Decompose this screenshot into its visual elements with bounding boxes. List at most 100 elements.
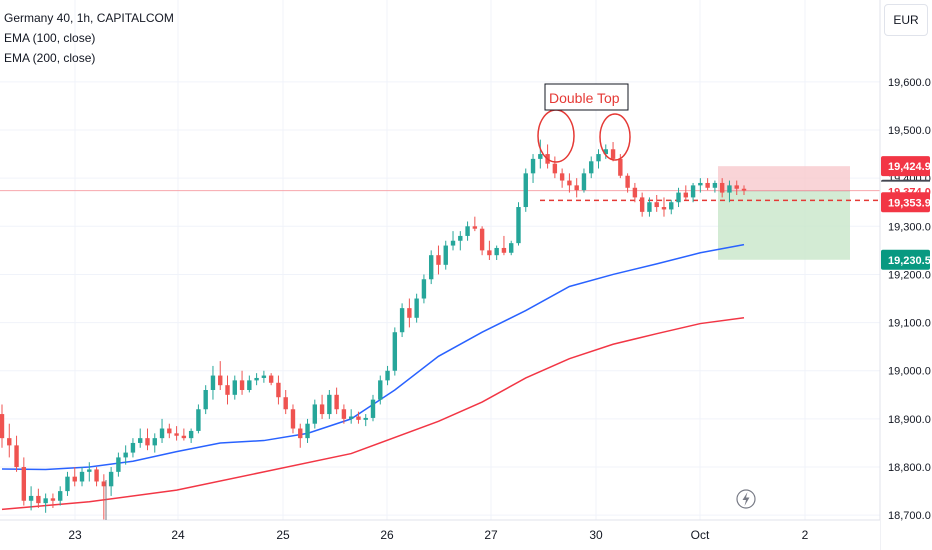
- candle-body: [79, 471, 85, 482]
- candle: [421, 274, 427, 304]
- lightning-icon[interactable]: [736, 489, 756, 509]
- candle: [581, 168, 587, 193]
- candle-body: [0, 414, 5, 439]
- currency-button[interactable]: EUR: [884, 4, 928, 36]
- candle: [603, 144, 608, 159]
- candle: [290, 404, 296, 434]
- candle: [596, 149, 601, 169]
- candle: [57, 486, 63, 506]
- candle: [203, 385, 208, 415]
- candle-body: [741, 188, 747, 191]
- candle: [14, 435, 19, 472]
- symbol-title[interactable]: Germany 40, 1h, CAPITALCOM: [4, 11, 174, 25]
- candle-body: [589, 161, 594, 174]
- candle: [283, 390, 288, 415]
- candle-body: [7, 438, 12, 446]
- grid: [0, 0, 880, 520]
- y-tick-label: 18,800.0: [888, 462, 931, 474]
- candle: [348, 409, 354, 424]
- candle-body: [348, 416, 354, 419]
- double-top-annotation[interactable]: Double Top: [537, 83, 631, 163]
- x-tick-label: 30: [589, 528, 603, 542]
- candle: [661, 197, 667, 217]
- candle: [574, 178, 579, 198]
- candle: [159, 418, 165, 443]
- candle-body: [305, 423, 310, 439]
- candle-body: [65, 476, 70, 492]
- neckline-price-label-bg: [881, 192, 930, 213]
- candle: [36, 488, 41, 508]
- neckline-price-label-text: 19,353.9: [888, 197, 931, 209]
- candle-body: [727, 185, 732, 193]
- candle: [392, 327, 398, 376]
- candle-body: [603, 149, 608, 155]
- candle: [305, 418, 310, 443]
- stop-price-label-text: 19,424.9: [888, 161, 931, 173]
- time-axis[interactable]: 23 24 25 26 27 30 Oct 2: [0, 480, 880, 550]
- candle: [356, 411, 361, 424]
- candle: [363, 414, 368, 427]
- candle: [116, 452, 121, 477]
- candle-body: [370, 399, 376, 418]
- time-axis-bg: [0, 520, 880, 550]
- candle: [247, 375, 252, 393]
- candle-body: [174, 433, 179, 436]
- candle: [538, 139, 543, 169]
- candle-body: [225, 385, 230, 395]
- candle-body: [414, 298, 419, 318]
- y-tick-label: 19,300.0: [888, 221, 931, 233]
- candle-body: [494, 247, 499, 256]
- candle: [589, 156, 594, 179]
- candle-body: [167, 428, 172, 434]
- candle: [705, 178, 710, 191]
- candle: [669, 199, 674, 215]
- candle-body: [712, 182, 718, 188]
- candle: [632, 182, 638, 203]
- candle-body: [392, 332, 398, 371]
- ema100-legend[interactable]: EMA (100, close): [4, 31, 96, 45]
- candle-body: [465, 226, 470, 236]
- candle-body: [312, 404, 318, 424]
- x-tick-label: 26: [380, 528, 394, 542]
- candle-body: [138, 438, 143, 443]
- candle: [479, 226, 485, 256]
- candle-body: [574, 185, 579, 191]
- candle: [472, 216, 478, 232]
- candle-body: [290, 409, 296, 429]
- candle-body: [516, 207, 521, 244]
- candle: [727, 180, 732, 203]
- candle-body: [218, 375, 223, 386]
- candle-body: [698, 182, 703, 186]
- candle-body: [676, 192, 681, 203]
- candle-body: [341, 409, 347, 419]
- ema200-line: [1, 317, 745, 511]
- target-price-label-bg: [881, 249, 930, 270]
- candle-body: [378, 380, 383, 400]
- candle-body: [239, 380, 245, 390]
- candle-body: [407, 308, 412, 318]
- price-axis[interactable]: 18,700.0 18,800.0 18,900.0 19,000.0 19,100.0…: [879, 0, 932, 550]
- x-tick-label: 25: [276, 528, 290, 542]
- candle: [639, 192, 645, 217]
- candle: [108, 467, 114, 496]
- target-price-label: 19,230.5: [881, 249, 931, 270]
- candle: [101, 474, 107, 520]
- candle: [65, 471, 70, 496]
- candle: [145, 428, 150, 451]
- candle: [407, 298, 412, 328]
- candle-body: [247, 380, 252, 390]
- candles: [0, 139, 747, 520]
- target-price-label-text: 19,230.5: [888, 255, 931, 267]
- candle-body: [487, 250, 492, 256]
- candle-body: [530, 158, 536, 174]
- candle-body: [72, 476, 77, 482]
- candle-body: [683, 192, 689, 198]
- y-tick-label: 19,200.0: [888, 269, 931, 281]
- candle: [654, 195, 659, 212]
- price-lines: [0, 190, 880, 202]
- ema200-legend[interactable]: EMA (200, close): [4, 51, 96, 65]
- candle-body: [421, 279, 427, 299]
- candle: [138, 428, 143, 448]
- candle-body: [334, 394, 339, 410]
